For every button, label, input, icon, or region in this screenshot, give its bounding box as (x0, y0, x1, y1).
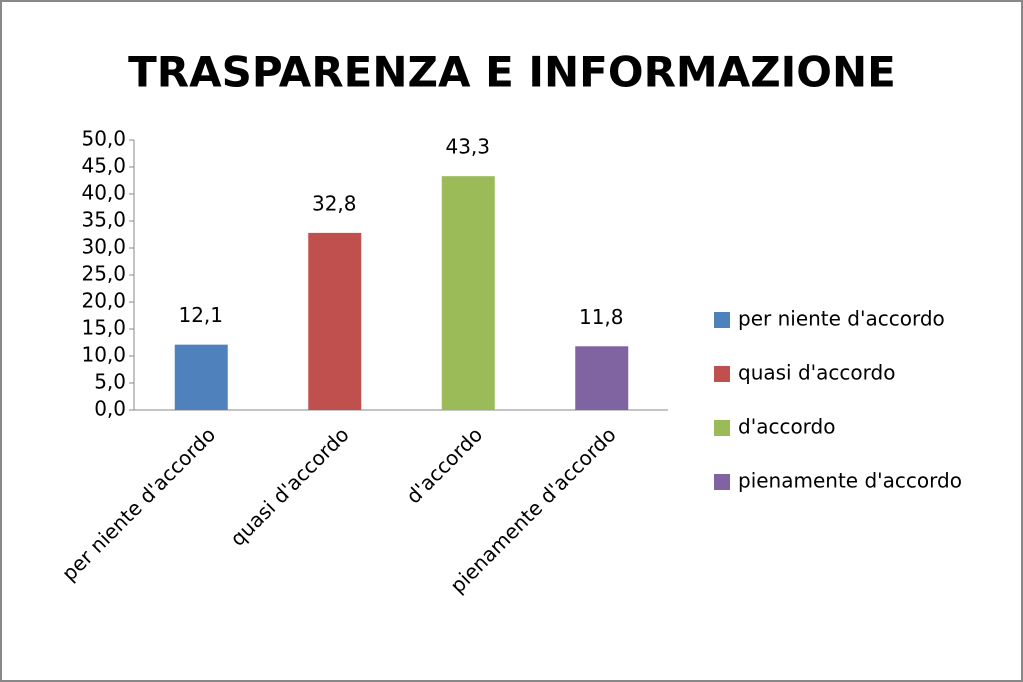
chart-title: TRASPARENZA E INFORMAZIONE (128, 48, 896, 97)
y-tick-label: 0,0 (94, 397, 126, 421)
legend-swatch (714, 420, 730, 436)
legend-label: pienamente d'accordo (738, 469, 962, 493)
y-tick-label: 30,0 (81, 235, 126, 259)
y-tick-label: 40,0 (81, 181, 126, 205)
legend-swatch (714, 312, 730, 328)
y-tick-label: 5,0 (94, 370, 126, 394)
y-tick-label: 20,0 (81, 289, 126, 313)
y-tick-label: 35,0 (81, 208, 126, 232)
y-tick-label: 50,0 (81, 127, 126, 151)
y-tick-label: 10,0 (81, 343, 126, 367)
y-tick-label: 45,0 (81, 154, 126, 178)
y-tick-label: 15,0 (81, 316, 126, 340)
value-label: 32,8 (312, 191, 357, 215)
legend-label: quasi d'accordo (738, 361, 895, 385)
value-label: 11,8 (579, 305, 624, 329)
value-label: 12,1 (178, 303, 223, 327)
bar (308, 232, 362, 410)
value-label: 43,3 (445, 135, 490, 159)
legend-swatch (714, 366, 730, 382)
y-tick-label: 25,0 (81, 262, 126, 286)
bar (174, 344, 228, 410)
legend-label: per niente d'accordo (738, 307, 945, 331)
legend-label: d'accordo (738, 415, 835, 439)
legend-swatch (714, 474, 730, 490)
bar (441, 176, 495, 410)
bar (575, 346, 629, 410)
